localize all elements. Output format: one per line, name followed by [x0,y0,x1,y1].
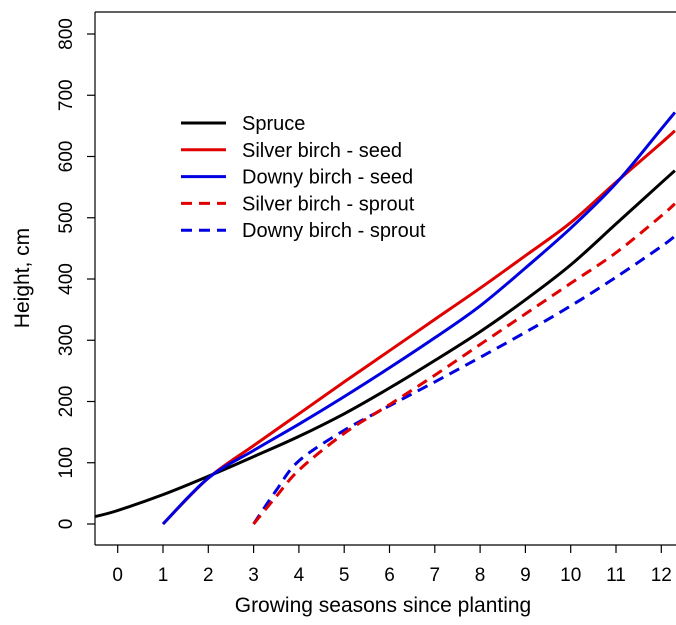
series-layer [95,111,676,526]
x-tick-label-10: 10 [560,565,581,586]
series-line-spruce [95,169,676,519]
x-tick-label-8: 8 [475,565,486,586]
series-line-silver-birch-sprout [252,202,676,525]
x-axis-ticks: 0 1 2 3 4 5 6 7 8 9 10 11 12 [112,545,672,586]
legend-label-downy-birch-seed: Downy birch - seed [242,167,413,189]
x-tick-label-11: 11 [606,565,626,586]
legend: Spruce Silver birch - seed Downy birch - s… [181,113,426,242]
x-tick-label-1: 1 [158,565,169,586]
x-tick-label-5: 5 [339,565,350,586]
series-line-downy-birch-seed [161,111,676,526]
x-tick-label-6: 6 [384,565,395,586]
legend-label-spruce: Spruce [242,113,305,135]
y-axis-label: Height, cm [11,228,34,328]
y-tick-label-800: 800 [56,18,77,50]
series-line-downy-birch-sprout [252,234,676,525]
y-tick-label-600: 600 [56,141,77,173]
legend-label-silver-birch-sprout: Silver birch - sprout [242,193,415,215]
y-tick-label-200: 200 [56,386,77,418]
y-tick-label-300: 300 [56,324,77,356]
y-tick-label-400: 400 [56,263,77,295]
x-tick-label-3: 3 [248,565,259,586]
x-tick-label-2: 2 [203,565,214,586]
y-axis-ticks: 0 100 200 300 400 500 600 700 800 [56,18,95,529]
x-tick-label-9: 9 [520,565,531,586]
x-tick-label-7: 7 [430,565,441,586]
y-tick-label-500: 500 [56,202,77,234]
x-tick-label-4: 4 [294,565,305,586]
x-tick-label-12: 12 [651,565,672,586]
y-tick-label-0: 0 [56,519,77,530]
x-tick-label-0: 0 [112,565,123,586]
legend-label-downy-birch-sprout: Downy birch - sprout [242,220,426,242]
x-axis-label: Growing seasons since planting [235,594,532,617]
legend-label-silver-birch-seed: Silver birch - seed [242,140,402,162]
y-tick-label-100: 100 [56,447,77,479]
y-tick-label-700: 700 [56,79,77,111]
